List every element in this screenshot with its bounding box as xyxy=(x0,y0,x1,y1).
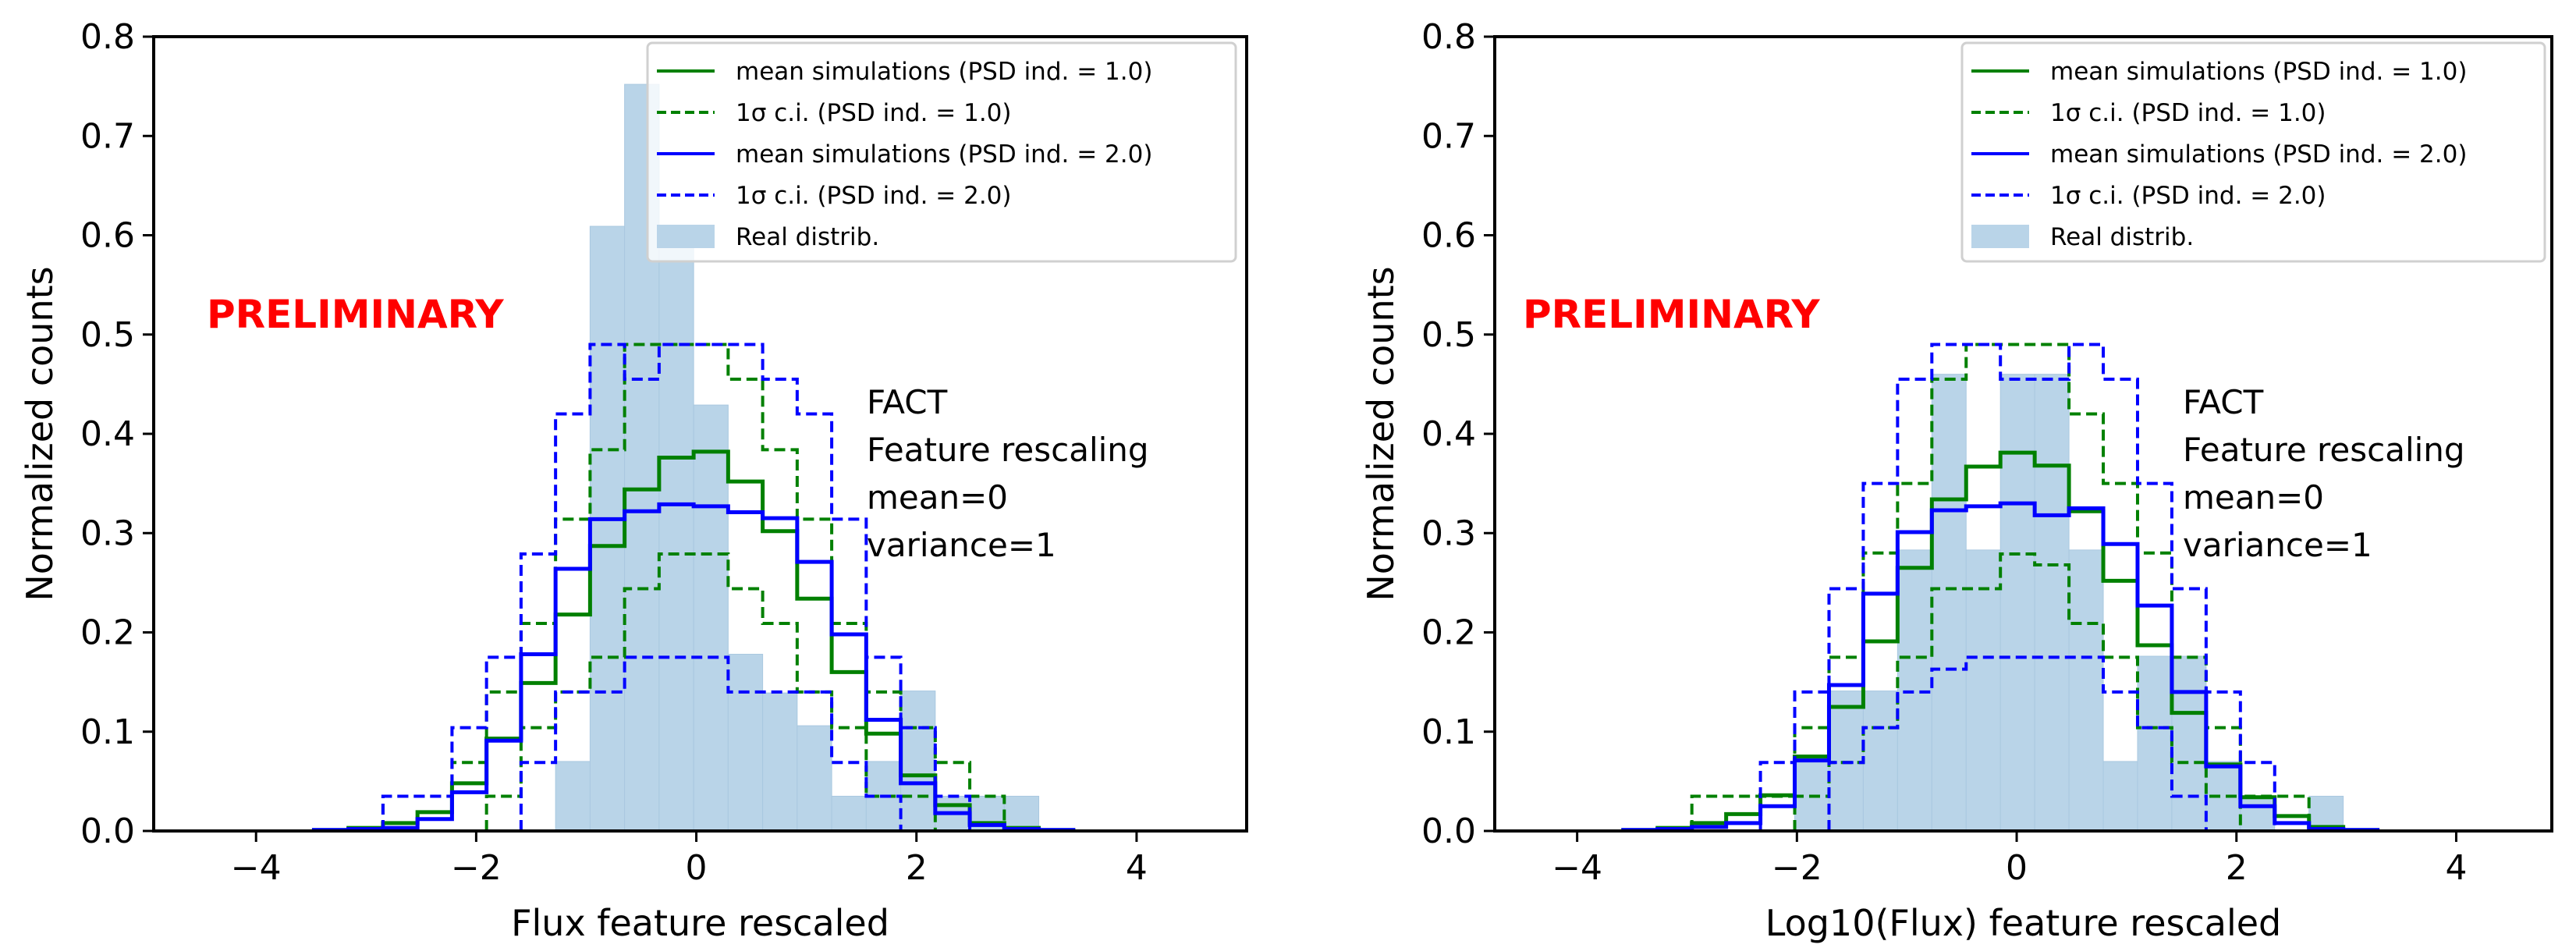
ci-line xyxy=(484,552,937,831)
y-tick-label: 0.8 xyxy=(1421,17,1476,57)
info-annotation-line: variance=1 xyxy=(2183,526,2372,564)
y-tick-label: 0.3 xyxy=(80,513,135,553)
x-tick-label: −2 xyxy=(451,848,502,888)
ci-line xyxy=(1827,655,2208,831)
x-tick-label: −2 xyxy=(1772,848,1822,888)
mean-line xyxy=(1621,450,2380,833)
real-distrib-bar xyxy=(797,725,832,832)
chart-1: −4 −2 0 2 4 0.0 0.1 0.2 0.3 0.4 0.5 0.6 0.7 0.8 Flux f… xyxy=(19,17,1248,944)
x-tick-label: 0 xyxy=(686,848,708,888)
chart-2: −4 −2 0 2 4 0.0 0.1 0.2 0.3 0.4 0.5 0.6 0.7 0.8 Log10(… xyxy=(1360,17,2553,944)
legend-box xyxy=(646,41,1237,263)
info-annotation-line: Feature rescaling xyxy=(2183,431,2465,469)
real-distrib-bar xyxy=(555,761,591,832)
x-tick-label: 2 xyxy=(2226,848,2248,888)
real-distrib-bar xyxy=(2068,549,2104,832)
legend-patch-real xyxy=(1971,225,2029,248)
real-distrib-bar xyxy=(2102,761,2138,832)
legend-entry: mean simulations (PSD ind. = 1.0) xyxy=(736,58,1152,86)
y-tick-label: 0.7 xyxy=(80,116,135,156)
info-annotation-line: FACT xyxy=(867,383,948,421)
y-tick-label: 0.6 xyxy=(80,216,135,256)
info-annotation-line: variance=1 xyxy=(867,526,1056,564)
mean-line xyxy=(311,502,1076,833)
real-distrib-bar xyxy=(2137,655,2173,832)
y-tick-label: 0.4 xyxy=(1421,414,1476,454)
y-tick-label: 0.1 xyxy=(1421,712,1476,752)
ci-line xyxy=(381,343,972,831)
real-distrib-bar xyxy=(831,795,867,832)
y-tick-label: 0.5 xyxy=(1421,315,1476,355)
y-tick-label: 0.3 xyxy=(1421,513,1476,553)
real-distrib-bar xyxy=(727,653,764,832)
legend-entry: Real distrib. xyxy=(2050,223,2194,251)
legend-entry: 1σ c.i. (PSD ind. = 1.0) xyxy=(2050,99,2326,127)
legend-entry: mean simulations (PSD ind. = 1.0) xyxy=(2050,58,2467,86)
real-distrib-bar xyxy=(900,691,936,832)
legend-entry: mean simulations (PSD ind. = 2.0) xyxy=(2050,140,2467,169)
real-distrib-bar xyxy=(589,225,626,832)
ci-line xyxy=(1793,552,2242,831)
y-tick-label: 0.4 xyxy=(80,414,135,454)
real-distrib-bar xyxy=(762,692,798,832)
y-axis-label: Normalized counts xyxy=(19,266,61,601)
y-tick-label: 0.7 xyxy=(1421,116,1476,156)
y-tick-label: 0.2 xyxy=(1421,613,1476,653)
legend-box xyxy=(1960,41,2546,263)
info-annotation-line: mean=0 xyxy=(867,478,1008,517)
mean-line xyxy=(311,449,1076,833)
y-tick-label: 0.0 xyxy=(1421,811,1476,851)
y-tick-label: 0.2 xyxy=(80,613,135,653)
real-distrib-bar xyxy=(1931,374,1967,832)
preliminary-watermark: PRELIMINARY xyxy=(1523,292,1820,337)
y-tick-label: 0.1 xyxy=(80,712,135,752)
real-distrib-bar xyxy=(658,235,694,832)
real-distrib-bar xyxy=(2034,374,2070,832)
real-distrib-bar xyxy=(1965,549,2001,832)
legend-patch-real xyxy=(657,225,715,248)
real-distrib-bar xyxy=(1003,795,1040,832)
x-tick-label: 2 xyxy=(906,848,928,888)
real-distrib-bar xyxy=(2171,655,2207,832)
y-tick-label: 0.8 xyxy=(80,17,135,57)
x-tick-label: −4 xyxy=(1552,848,1602,888)
ci-line xyxy=(519,655,903,831)
y-tick-label: 0.6 xyxy=(1421,216,1476,256)
x-tick-label: 4 xyxy=(1126,848,1148,888)
real-distrib-bar xyxy=(1862,691,1898,832)
real-distrib-bar xyxy=(1999,374,2035,832)
x-tick-label: 0 xyxy=(2006,848,2028,888)
real-distrib-bar xyxy=(2240,795,2276,832)
x-axis-label: Log10(Flux) feature rescaled xyxy=(1765,902,2281,944)
y-tick-label: 0.5 xyxy=(80,315,135,355)
y-tick-label: 0.0 xyxy=(80,811,135,851)
x-axis-label: Flux feature rescaled xyxy=(511,902,889,944)
info-annotation-line: mean=0 xyxy=(2183,478,2324,517)
info-annotation-line: Feature rescaling xyxy=(867,431,1149,469)
info-annotation-line: FACT xyxy=(2183,383,2264,421)
ci-line xyxy=(1758,343,2276,831)
legend-entry: Real distrib. xyxy=(736,223,879,251)
legend-entry: mean simulations (PSD ind. = 2.0) xyxy=(736,140,1152,169)
legend-entry: 1σ c.i. (PSD ind. = 1.0) xyxy=(736,99,1012,127)
legend-entry: 1σ c.i. (PSD ind. = 2.0) xyxy=(2050,182,2326,210)
y-axis-label: Normalized counts xyxy=(1360,266,1402,601)
preliminary-watermark: PRELIMINARY xyxy=(207,292,504,337)
real-distrib-bar xyxy=(693,404,729,832)
x-tick-label: −4 xyxy=(231,848,282,888)
x-tick-label: 4 xyxy=(2445,848,2467,888)
mean-line xyxy=(1621,501,2380,833)
legend-entry: 1σ c.i. (PSD ind. = 2.0) xyxy=(736,182,1012,210)
